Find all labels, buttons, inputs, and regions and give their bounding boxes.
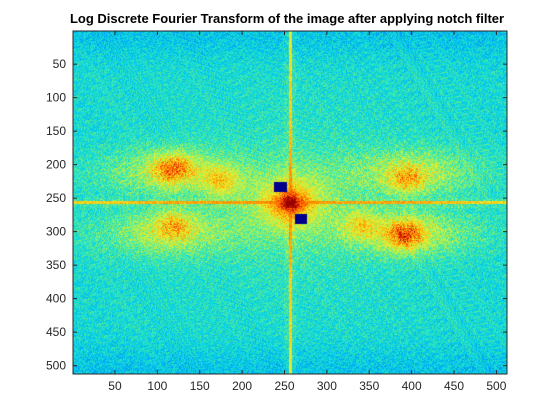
y-tick-label: 450 <box>46 325 66 339</box>
x-tick-label: 300 <box>317 379 337 393</box>
x-tick-label: 200 <box>232 379 252 393</box>
y-tick-label: 150 <box>46 124 66 138</box>
spectrum-image-container <box>73 31 507 374</box>
x-axis: 50 100 150 200 250 300 350 400 450 500 <box>108 31 507 393</box>
x-tick-label: 400 <box>402 379 422 393</box>
y-tick-label: 50 <box>53 57 67 71</box>
x-tick-label: 50 <box>108 379 122 393</box>
x-tick-label: 250 <box>274 379 294 393</box>
x-tick-label: 150 <box>190 379 210 393</box>
chart-title: Log Discrete Fourier Transform of the im… <box>70 11 504 26</box>
y-tick-label: 500 <box>46 359 66 373</box>
y-tick-label: 300 <box>46 225 66 239</box>
x-tick-label: 450 <box>444 379 464 393</box>
y-tick-label: 200 <box>46 158 66 172</box>
y-tick-label: 350 <box>46 258 66 272</box>
y-axis: 50 100 150 200 250 300 350 400 450 500 <box>46 57 507 373</box>
y-tick-label: 250 <box>46 191 66 205</box>
x-tick-label: 500 <box>486 379 506 393</box>
spectrum-heatmap <box>73 31 507 374</box>
plot-area-frame <box>72 30 508 375</box>
x-tick-label: 350 <box>359 379 379 393</box>
y-tick-label: 100 <box>46 91 66 105</box>
y-tick-label: 400 <box>46 292 66 306</box>
x-tick-label: 100 <box>147 379 167 393</box>
